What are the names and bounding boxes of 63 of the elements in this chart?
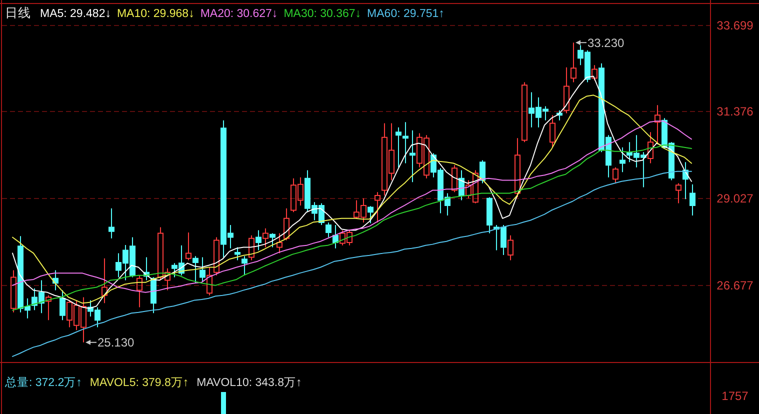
y-tick-label: 31.376	[716, 104, 754, 118]
candlestick	[676, 182, 682, 204]
annotation: 33.230	[588, 36, 625, 50]
line-series	[12, 120, 692, 293]
candlestick	[60, 290, 66, 321]
candlestick	[186, 232, 192, 261]
candlestick	[690, 184, 696, 216]
candlestick	[452, 164, 458, 193]
candlestick	[52, 270, 58, 291]
candlestick	[368, 206, 374, 224]
text: MA5: 29.482↓	[40, 8, 111, 20]
text: MA20: 30.627↓	[200, 8, 278, 20]
candlestick	[396, 126, 402, 168]
candlestick	[332, 224, 338, 249]
candlestick	[46, 294, 52, 321]
candlestick	[486, 196, 492, 234]
candlestick	[270, 232, 276, 248]
candlestick	[150, 276, 156, 314]
candlestick	[570, 42, 576, 83]
candlestick	[654, 104, 660, 144]
text: MAVOL10: 343.8万↑	[196, 376, 302, 389]
line-series	[12, 170, 692, 357]
candlestick	[234, 246, 240, 261]
text: MA30: 30.367↓	[284, 8, 362, 20]
candlestick	[10, 270, 16, 313]
candlestick	[508, 234, 514, 261]
candlestick	[648, 132, 654, 164]
candlestick	[564, 66, 570, 114]
text: MAVOL5: 379.8万↑	[90, 376, 189, 389]
y-tick-label: 33.699	[716, 18, 754, 32]
candlestick	[592, 64, 598, 81]
candlestick	[192, 256, 198, 284]
candlestick	[136, 274, 142, 308]
candlestick	[514, 138, 520, 198]
candlestick	[480, 160, 486, 184]
candlestick	[550, 114, 556, 148]
candlestick	[410, 130, 416, 183]
candlestick	[200, 256, 206, 282]
text: MA10: 29.968↓	[116, 8, 194, 20]
candlestick	[620, 146, 626, 173]
y-tick-label: 29.027	[716, 191, 754, 206]
candlestick	[276, 232, 282, 254]
candlestick	[374, 192, 380, 223]
candlestick	[256, 230, 262, 251]
text: 总量: 372.2万↑	[4, 376, 82, 389]
chart-title: 日线	[5, 6, 31, 20]
text: MA60: 29.751↑	[367, 8, 444, 20]
candlestick	[402, 122, 408, 164]
annotation: 25.130	[98, 336, 135, 350]
candlestick	[262, 228, 268, 248]
line-series	[12, 144, 692, 311]
candlestick	[242, 256, 248, 276]
candlestick	[108, 208, 114, 239]
candlestick	[248, 234, 254, 261]
text: 1757	[722, 389, 749, 404]
candlestick	[214, 236, 220, 276]
y-tick-label: 26.677	[716, 278, 754, 292]
candlestick	[612, 166, 618, 184]
candlestick	[326, 222, 332, 238]
candlestick	[102, 258, 108, 304]
candlestick	[522, 82, 528, 143]
candlestick	[284, 208, 290, 241]
candlestick	[206, 266, 212, 296]
